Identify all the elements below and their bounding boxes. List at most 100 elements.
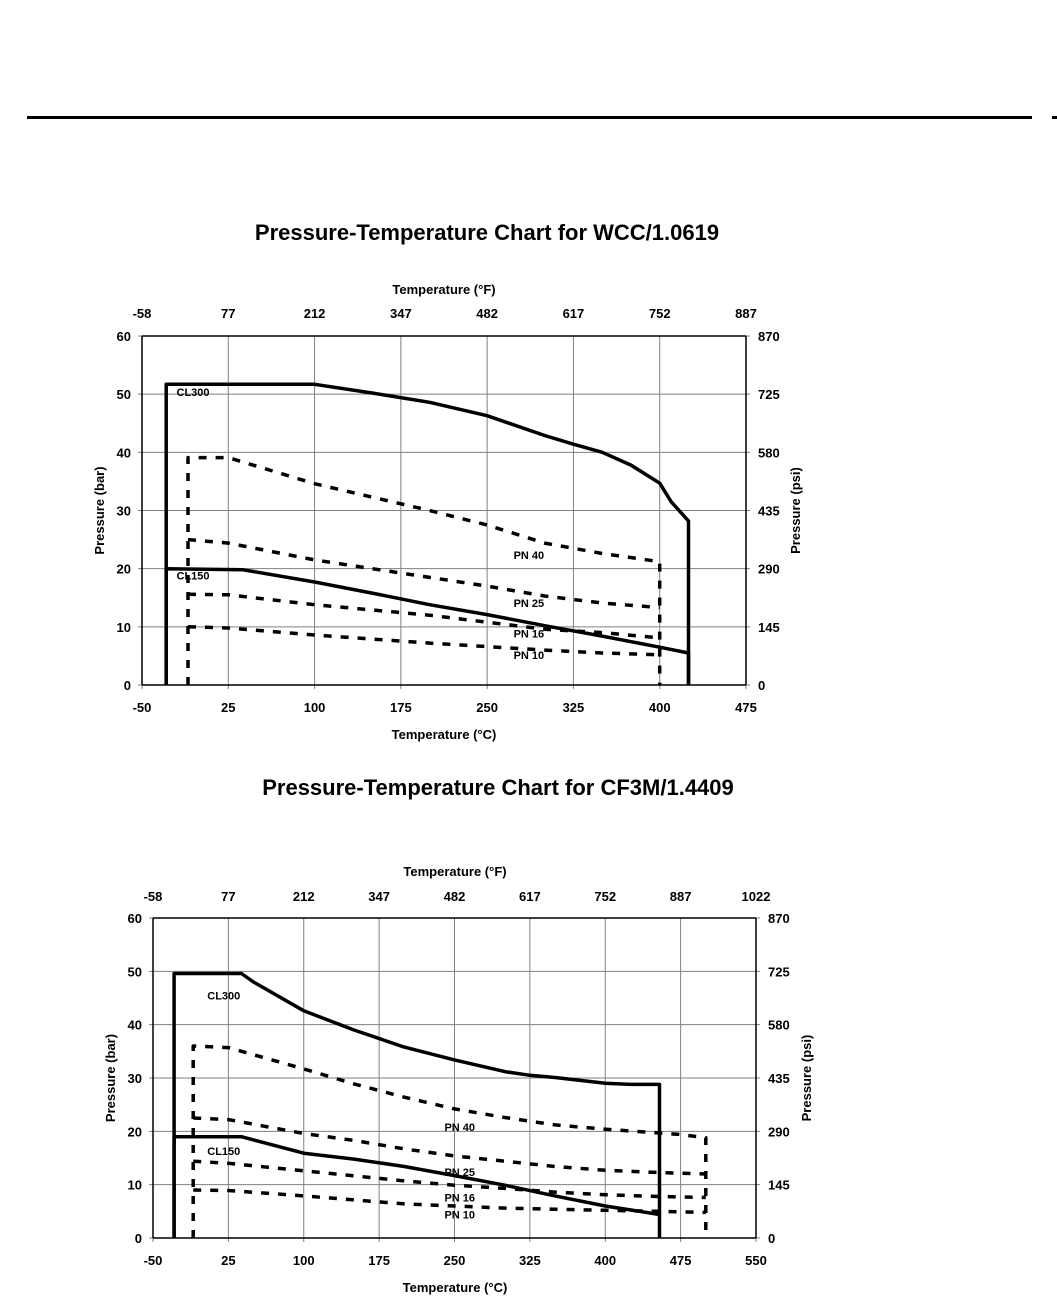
x-tick-label: 175 <box>390 700 412 715</box>
x-tick-label: -50 <box>144 1253 163 1268</box>
x-tick-label: 250 <box>444 1253 466 1268</box>
chart-title-cf3m: Pressure-Temperature Chart for CF3M/1.44… <box>262 775 734 800</box>
series-line-cl300 <box>164 382 691 685</box>
x2-axis-title: Temperature (°F) <box>403 864 506 879</box>
x-tick-label: 400 <box>649 700 671 715</box>
x2-tick-label: -58 <box>133 306 152 321</box>
y2-tick-label: 725 <box>768 964 790 979</box>
series-line-pn25 <box>187 537 660 610</box>
x2-tick-label: -58 <box>144 889 163 904</box>
series-line-pn10 <box>187 625 660 657</box>
x-tick-label: 25 <box>221 700 235 715</box>
x-tick-label: 175 <box>368 1253 390 1268</box>
x2-tick-label: 212 <box>304 306 326 321</box>
y2-tick-label: 0 <box>758 678 765 693</box>
x2-tick-label: 617 <box>519 889 541 904</box>
x2-tick-label: 347 <box>368 889 390 904</box>
x2-tick-label: 212 <box>293 889 315 904</box>
y-tick-label: 60 <box>117 329 131 344</box>
chart-title-wcc: Pressure-Temperature Chart for WCC/1.061… <box>254 220 720 245</box>
y-tick-label: 50 <box>117 387 131 402</box>
x2-tick-label: 617 <box>563 306 585 321</box>
y2-tick-label: 145 <box>758 620 780 635</box>
series-label: PN 40 <box>514 550 545 562</box>
y-axis-title: Pressure (bar) <box>92 466 107 554</box>
x-axis-title: Temperature (°C) <box>403 1280 508 1295</box>
y2-tick-label: 870 <box>758 329 780 344</box>
x-axis-title: Temperature (°C) <box>392 727 497 742</box>
y2-tick-label: 145 <box>768 1178 790 1193</box>
y-tick-label: 10 <box>117 620 131 635</box>
series-label: PN 16 <box>514 628 545 640</box>
x-tick-label: 325 <box>563 700 585 715</box>
series-label: CL150 <box>207 1146 240 1158</box>
series-line-pn40 <box>186 455 662 685</box>
series-label: PN 16 <box>444 1193 475 1205</box>
x-tick-label: 25 <box>221 1253 235 1268</box>
y2-tick-label: 290 <box>768 1124 790 1139</box>
y2-tick-label: 435 <box>768 1071 790 1086</box>
x-tick-label: 475 <box>670 1253 692 1268</box>
series-line-cl300 <box>172 971 662 1238</box>
y-tick-label: 30 <box>128 1071 142 1086</box>
series-label: PN 25 <box>514 598 545 610</box>
chart-wcc: -50 25 100 175 250 325 400 475-58 77 212 347 482 617… <box>92 282 803 742</box>
series-label: CL300 <box>207 991 240 1003</box>
y-tick-label: 50 <box>128 964 142 979</box>
y2-tick-label: 580 <box>758 445 780 460</box>
y-axis-title: Pressure (bar) <box>103 1034 118 1122</box>
series-line-pn10 <box>193 1188 706 1215</box>
series-line-cl150 <box>164 566 691 685</box>
y2-axis-title: Pressure (psi) <box>788 467 803 554</box>
x2-tick-label: 77 <box>221 889 235 904</box>
x2-tick-label: 1022 <box>742 889 771 904</box>
y-tick-label: 40 <box>117 445 131 460</box>
x-tick-label: 100 <box>304 700 326 715</box>
y2-tick-label: 870 <box>768 911 790 926</box>
x2-tick-label: 482 <box>476 306 498 321</box>
y-tick-label: 10 <box>128 1178 142 1193</box>
x2-tick-label: 752 <box>649 306 671 321</box>
x-tick-label: 475 <box>735 700 757 715</box>
series-line-pn16 <box>187 592 660 640</box>
y2-tick-label: 725 <box>758 387 780 402</box>
x-tick-label: 250 <box>476 700 498 715</box>
series-label: PN 25 <box>444 1167 475 1179</box>
y2-tick-label: 580 <box>768 1018 790 1033</box>
y-tick-label: 0 <box>124 678 131 693</box>
y2-axis-title: Pressure (psi) <box>799 1035 814 1122</box>
series-label: PN 40 <box>444 1122 475 1134</box>
x2-axis-title: Temperature (°F) <box>392 282 495 297</box>
y-tick-label: 0 <box>135 1231 142 1246</box>
y-tick-label: 30 <box>117 504 131 519</box>
y2-tick-label: 0 <box>768 1231 775 1246</box>
x2-tick-label: 887 <box>735 306 757 321</box>
series-label: CL150 <box>177 571 210 583</box>
y-tick-label: 20 <box>117 562 131 577</box>
series-line-pn25 <box>193 1116 706 1176</box>
x2-tick-label: 347 <box>390 306 412 321</box>
series-label: CL300 <box>177 387 210 399</box>
series-line-cl150 <box>172 1134 660 1238</box>
x-tick-label: 550 <box>745 1253 767 1268</box>
y-tick-label: 20 <box>128 1124 142 1139</box>
y2-tick-label: 290 <box>758 562 780 577</box>
y-tick-label: 40 <box>128 1018 142 1033</box>
series-line-pn16 <box>193 1159 706 1200</box>
y2-tick-label: 435 <box>758 504 780 519</box>
x-tick-label: -50 <box>133 700 152 715</box>
y-tick-label: 60 <box>128 911 142 926</box>
x-tick-label: 325 <box>519 1253 541 1268</box>
series-label: PN 10 <box>444 1209 475 1221</box>
x2-tick-label: 77 <box>221 306 235 321</box>
x2-tick-label: 482 <box>444 889 466 904</box>
series-line-pn40 <box>191 1044 708 1238</box>
x-tick-label: 400 <box>594 1253 616 1268</box>
x2-tick-label: 887 <box>670 889 692 904</box>
series-label: PN 10 <box>514 650 545 662</box>
header-rule <box>27 116 1032 119</box>
header-rule-stub <box>1052 116 1057 119</box>
x2-tick-label: 752 <box>594 889 616 904</box>
x-tick-label: 100 <box>293 1253 315 1268</box>
